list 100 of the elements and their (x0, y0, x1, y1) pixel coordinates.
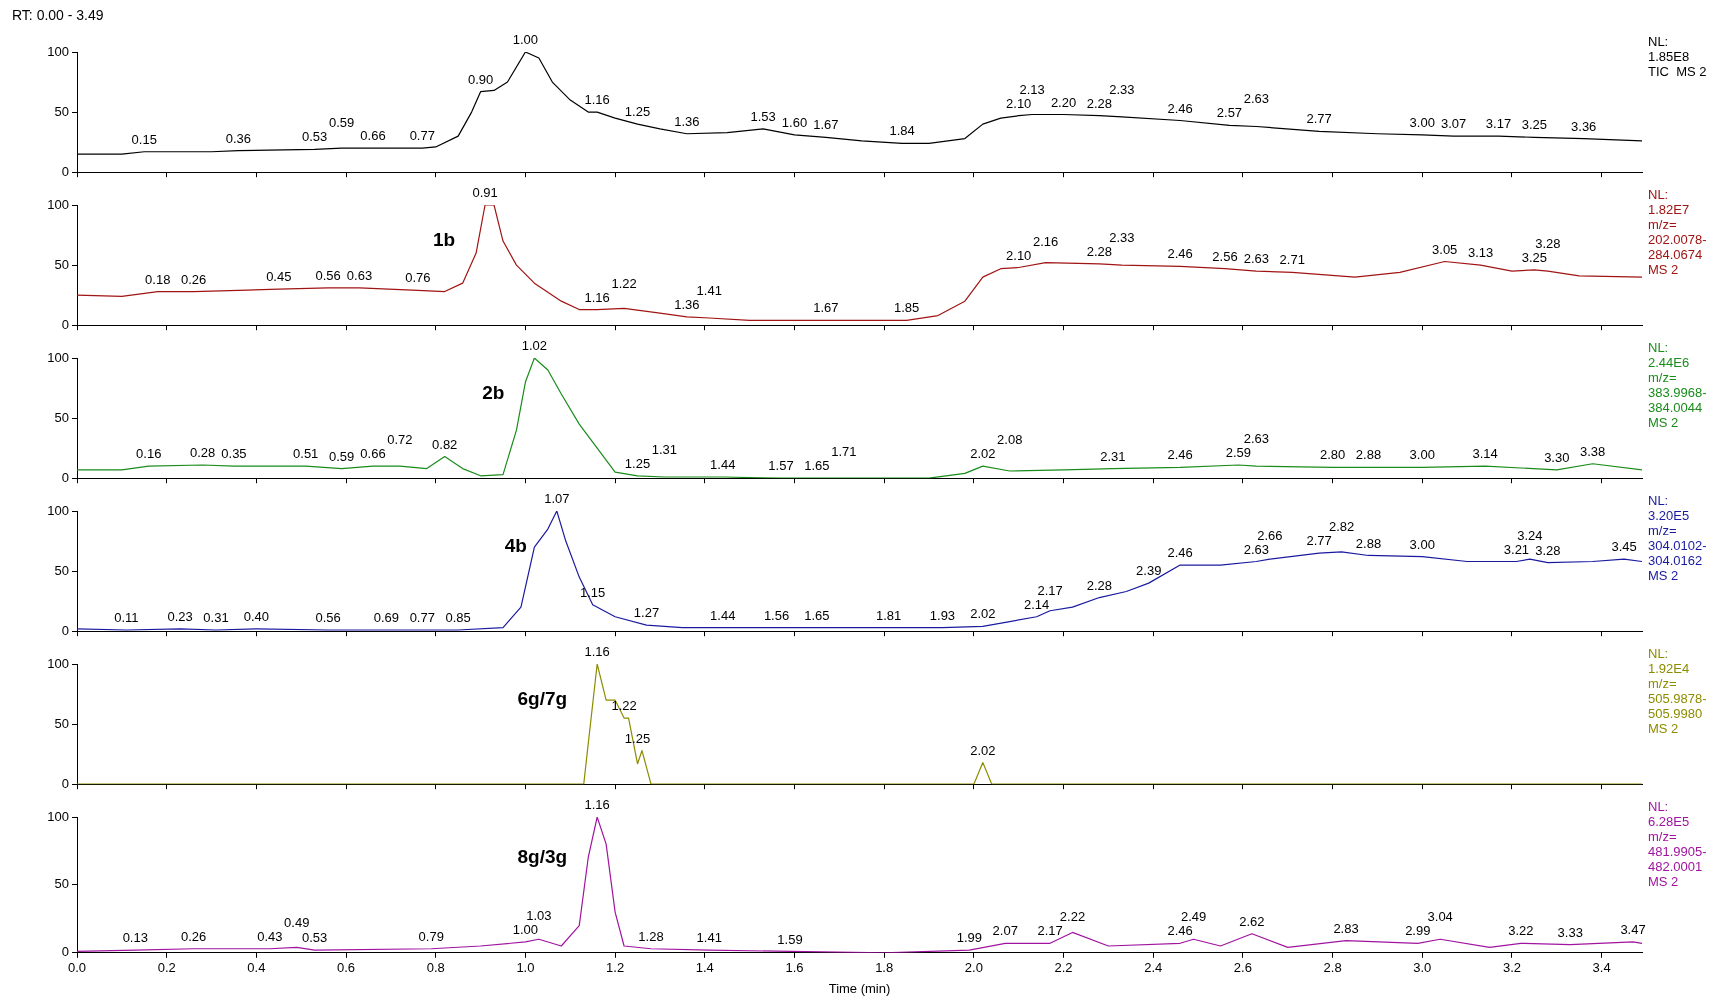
text: MS 2 (1648, 721, 1679, 737)
text: 284.0674 (1648, 247, 1703, 263)
series-label: 1b (432, 229, 456, 251)
series-label: 4b (504, 535, 527, 557)
annotation: 2.16 (1032, 233, 1059, 249)
annotation: 2.46 (1167, 923, 1193, 939)
annotation: 3.25 (1521, 117, 1548, 133)
annotation: 2.20 (1050, 94, 1077, 110)
annotation: 1.59 (777, 931, 803, 947)
annotation: 1.27 (633, 605, 660, 621)
x-tick-label: 0.2 (157, 960, 176, 976)
text: m/z= (1648, 829, 1677, 845)
annotation: 0.77 (409, 128, 435, 144)
annotation: 3.24 (1517, 527, 1543, 543)
annotation: 1.07 (544, 491, 570, 507)
annotation: 2.88 (1355, 447, 1382, 463)
y-tick-label: 100 (47, 655, 69, 671)
annotation: 2.71 (1279, 252, 1305, 268)
text: 482.0001 (1648, 859, 1703, 875)
annotation: 1.56 (763, 607, 790, 623)
annotation: 0.35 (221, 446, 247, 462)
text: 481.9905- (1648, 844, 1707, 860)
x-tick-label: 0.6 (337, 960, 356, 976)
annotation: 2.63 (1243, 251, 1270, 267)
annotation: 0.49 (284, 914, 310, 930)
text: MS 2 (1648, 874, 1679, 890)
text: TIC MS 2 (1648, 64, 1707, 80)
annotation: 3.17 (1485, 116, 1512, 132)
annotation: 3.21 (1503, 541, 1530, 557)
annotation: 2.07 (992, 923, 1018, 939)
annotation: 1.00 (512, 922, 539, 938)
text: NL: (1648, 34, 1669, 50)
x-tick-label: 1.8 (875, 960, 894, 976)
y-tick-label: 50 (54, 562, 69, 578)
text: NL: (1648, 646, 1669, 662)
annotation: 2.33 (1109, 81, 1135, 97)
x-tick-label: 1.6 (785, 960, 804, 976)
annotation: 2.77 (1306, 533, 1332, 549)
annotation: 1.53 (750, 109, 776, 125)
annotation: 1.16 (584, 289, 610, 305)
annotation: 1.57 (768, 458, 794, 474)
annotation: 0.59 (328, 115, 355, 131)
x-tick-label: 2.2 (1054, 960, 1073, 976)
annotation: 3.33 (1557, 924, 1583, 940)
x-tick-label: 2.6 (1233, 960, 1252, 976)
annotation: 2.33 (1109, 229, 1135, 245)
annotation: 0.77 (409, 610, 435, 626)
annotation: 1.81 (875, 607, 902, 623)
text: 1.85E8 (1648, 49, 1690, 65)
y-tick-label: 50 (54, 715, 69, 731)
annotation: 1.71 (831, 444, 857, 460)
annotation: 1.41 (696, 282, 722, 298)
annotation: 0.51 (293, 446, 319, 462)
annotation: 3.07 (1441, 116, 1467, 132)
annotation: 3.00 (1409, 536, 1435, 552)
annotation: 0.69 (373, 610, 400, 626)
annotation: 2.56 (1212, 248, 1238, 264)
annotation: 0.18 (145, 271, 171, 287)
annotation: 0.63 (346, 268, 373, 284)
x-tick-label: 2.4 (1144, 960, 1163, 976)
x-tick-label: 2.8 (1323, 960, 1342, 976)
annotation: 0.85 (445, 610, 471, 626)
y-tick-label: 100 (47, 43, 69, 59)
series-label: 6g/7g (517, 688, 568, 710)
y-tick-label: 0 (61, 316, 69, 332)
text: m/z= (1648, 217, 1677, 233)
annotation: 2.10 (1006, 247, 1032, 263)
x-axis-title: Time (min) (828, 980, 891, 996)
text: 1.82E7 (1648, 202, 1690, 218)
annotation: 1.65 (804, 607, 830, 623)
annotation: 2.82 (1328, 519, 1355, 535)
y-tick-label: 100 (47, 502, 69, 518)
text: 505.9878- (1648, 691, 1707, 707)
annotation: 2.31 (1100, 448, 1126, 464)
y-tick-label: 100 (47, 808, 69, 824)
annotation: 2.77 (1306, 111, 1332, 127)
annotation: 1.84 (889, 123, 915, 139)
text: NL: (1648, 187, 1669, 203)
annotation: 0.43 (257, 928, 283, 944)
annotation: 2.66 (1257, 527, 1283, 543)
annotation: 0.28 (189, 445, 216, 461)
x-tick-label: 1.2 (606, 960, 625, 976)
annotation: 1.25 (624, 104, 651, 120)
x-tick-label: 3.2 (1502, 960, 1521, 976)
annotation: 2.02 (970, 742, 996, 758)
annotation: 2.99 (1405, 923, 1431, 939)
annotation: 2.46 (1167, 100, 1193, 116)
y-tick-label: 50 (54, 103, 69, 119)
annotation: 0.45 (266, 269, 292, 285)
text: NL: (1648, 493, 1669, 509)
annotation: 2.08 (997, 432, 1023, 448)
annotation: 3.25 (1521, 249, 1548, 265)
annotation: 1.31 (651, 441, 678, 457)
annotation: 2.28 (1086, 95, 1113, 111)
annotation: 2.80 (1319, 447, 1346, 463)
annotation: 0.66 (360, 446, 386, 462)
text: MS 2 (1648, 262, 1679, 278)
annotation: 3.38 (1580, 443, 1606, 459)
annotation: 2.88 (1355, 535, 1382, 551)
annotation: 3.13 (1467, 245, 1494, 261)
